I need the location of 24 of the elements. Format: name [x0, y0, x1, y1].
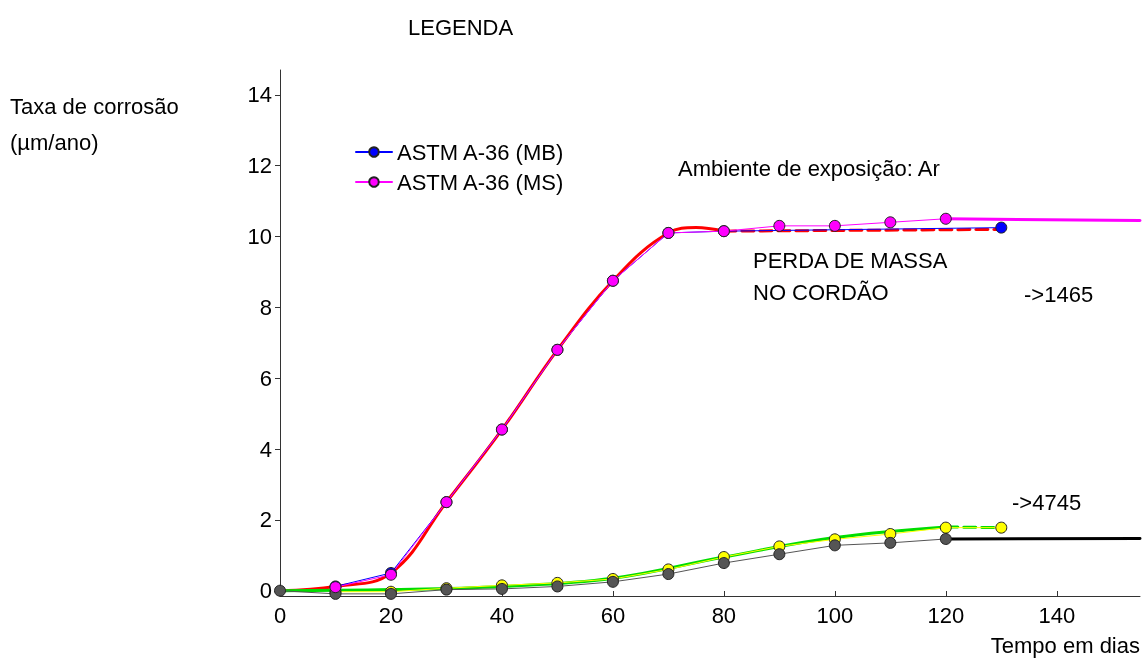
x-tick-label: 120: [927, 602, 965, 628]
x-tick-label: 40: [489, 602, 515, 628]
y-tick-label: 12: [247, 153, 272, 179]
y-tick-label: 2: [259, 507, 272, 533]
x-tick-label: 60: [600, 602, 626, 628]
legend-title: LEGENDA: [408, 14, 514, 40]
annotation: ->4745: [1012, 489, 1082, 515]
annotation: Ambiente de exposição: Ar: [678, 155, 940, 181]
x-tick-label: 100: [816, 602, 854, 628]
x-axis-title: Tempo em dias: [990, 632, 1140, 658]
y-tick-label: 6: [259, 365, 272, 391]
legend-label: ASTM A-36 (MB): [397, 139, 564, 165]
x-tick-label: 20: [378, 602, 404, 628]
y-axis-title: Taxa de corrosão (µm/ano): [10, 93, 179, 155]
legend-label: ASTM A-36 (MS): [397, 169, 564, 195]
y-tick-label: 14: [247, 82, 272, 108]
y-tick-label: 0: [259, 578, 272, 604]
y-tick-label: 8: [259, 294, 272, 320]
y-tick-label: 4: [259, 436, 272, 462]
x-tick-label: 140: [1038, 602, 1076, 628]
y-tick-label: 10: [247, 223, 272, 249]
annotation: ->1465: [1024, 281, 1094, 307]
x-tick-label: 80: [711, 602, 737, 628]
annotation: PERDA DE MASSA NO CORDÃO: [753, 247, 948, 305]
